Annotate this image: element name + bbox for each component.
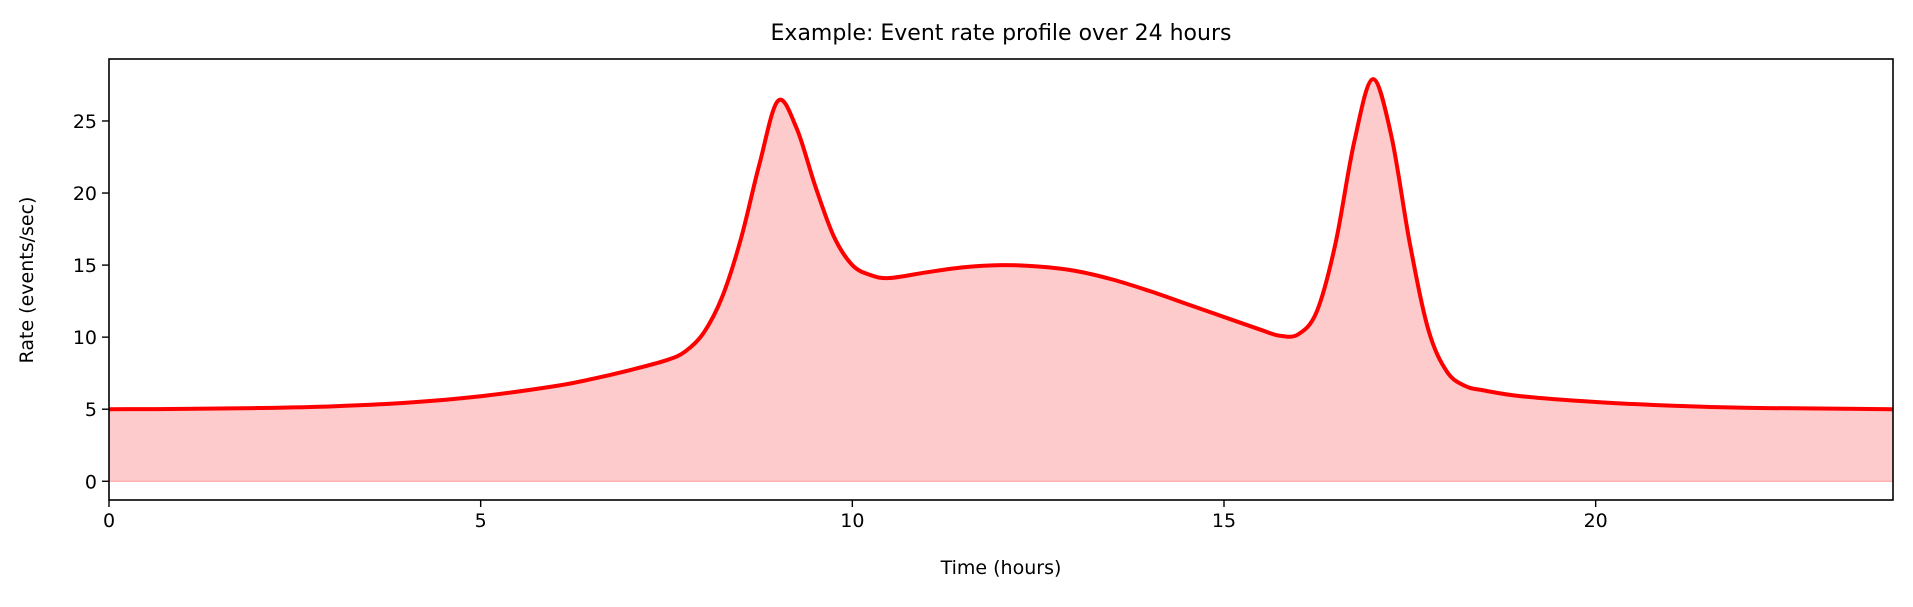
y-tick-label: 0 bbox=[85, 471, 97, 493]
y-axis-label: Rate (events/sec) bbox=[16, 197, 38, 364]
x-tick-label: 0 bbox=[103, 510, 115, 532]
plot-area bbox=[108, 77, 1894, 483]
y-tick-label: 10 bbox=[73, 327, 97, 349]
rate-area-fill bbox=[109, 79, 1893, 482]
rate-line bbox=[108, 77, 1894, 412]
chart-title: Example: Event rate profile over 24 hour… bbox=[771, 21, 1232, 46]
x-tick-label: 20 bbox=[1584, 510, 1608, 532]
axes-frame bbox=[108, 58, 1894, 501]
y-tick-label: 15 bbox=[73, 255, 97, 277]
x-axis: 0 5 10 15 20 bbox=[103, 500, 1608, 532]
y-tick-label: 5 bbox=[85, 399, 97, 421]
x-tick-label: 10 bbox=[840, 510, 864, 532]
y-axis: 0 5 10 15 20 25 bbox=[73, 111, 109, 493]
y-tick-label: 20 bbox=[73, 183, 97, 205]
x-tick-label: 15 bbox=[1212, 510, 1236, 532]
x-axis-label: Time (hours) bbox=[940, 557, 1062, 579]
y-tick-label: 25 bbox=[73, 111, 97, 133]
x-tick-label: 5 bbox=[475, 510, 487, 532]
